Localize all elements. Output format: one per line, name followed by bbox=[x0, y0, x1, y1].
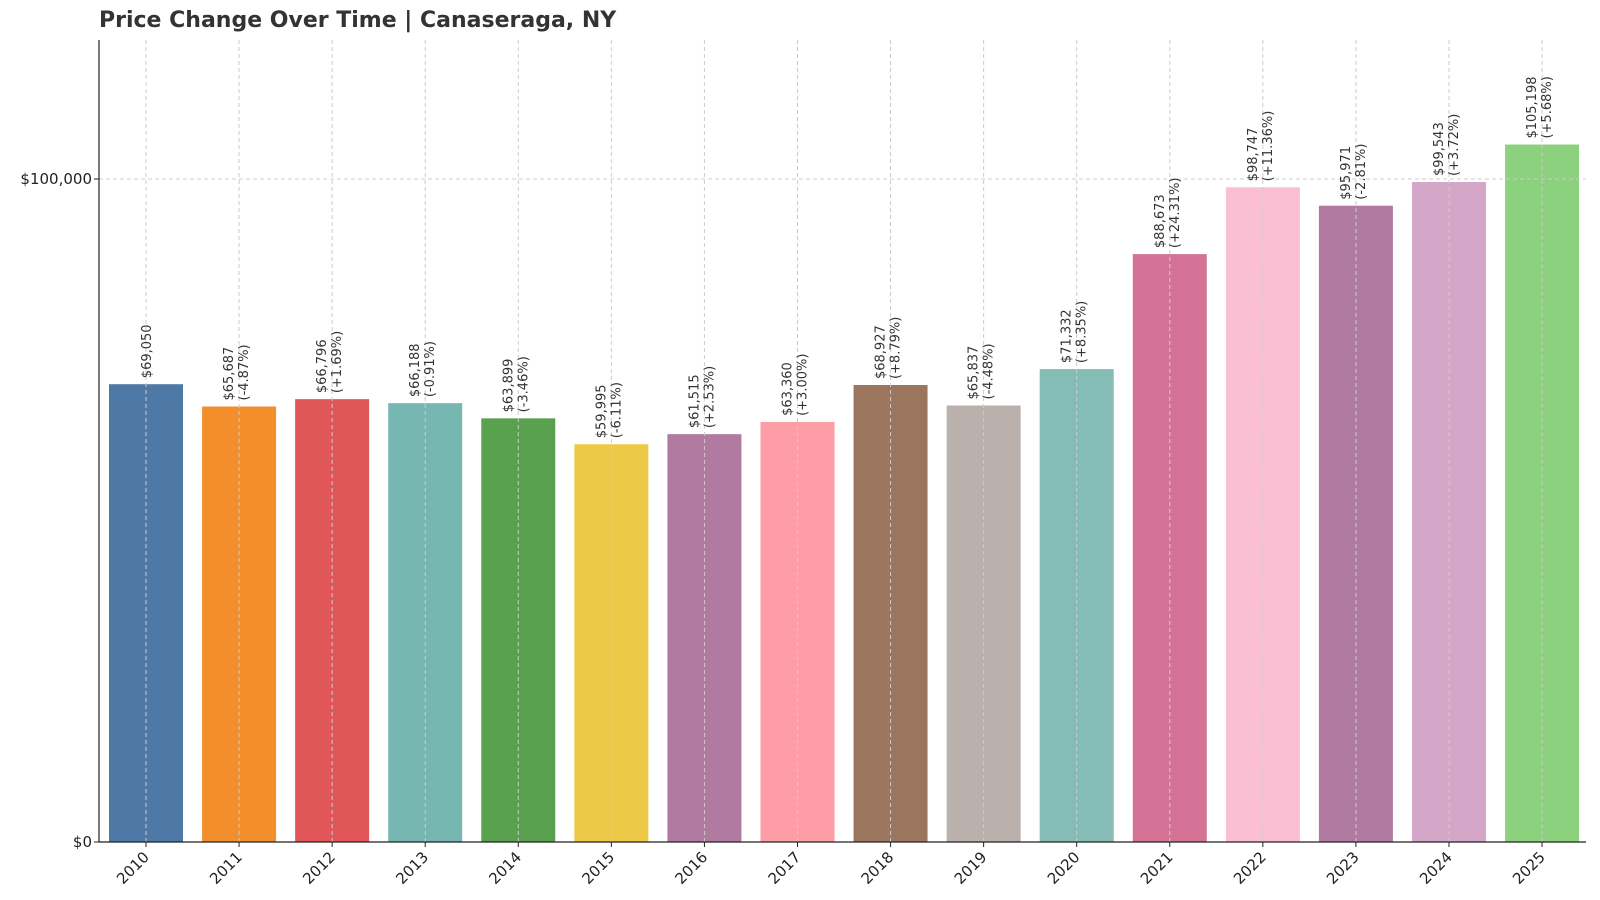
chart-title: Price Change Over Time | Canaseraga, NY bbox=[99, 8, 617, 33]
x-tick-label-2014: 2014 bbox=[485, 848, 525, 888]
x-tick-label-2022: 2022 bbox=[1230, 848, 1270, 888]
change-label-2019: (-4.48%) bbox=[982, 343, 997, 399]
x-tick-label-2016: 2016 bbox=[672, 848, 712, 888]
bar-2025 bbox=[1505, 144, 1580, 843]
x-tick-label-2010: 2010 bbox=[113, 848, 153, 888]
x-tick-label-2013: 2013 bbox=[392, 848, 432, 888]
value-label-2011: $65,687 bbox=[222, 347, 237, 401]
value-label-2015: $59,995 bbox=[594, 384, 609, 438]
value-label-2016: $61,515 bbox=[687, 374, 702, 428]
labels-layer: $69,050 $65,687 (-4.87%) $66,796 (+1.69%) $66… bbox=[140, 76, 1555, 438]
x-tick-label-2020: 2020 bbox=[1044, 848, 1084, 888]
value-label-2010: $69,050 bbox=[140, 324, 155, 378]
change-label-2021: (+24.31%) bbox=[1168, 177, 1183, 248]
value-label-2018: $68,927 bbox=[874, 325, 889, 379]
x-tick-label-2018: 2018 bbox=[858, 848, 898, 888]
x-tick-label-2015: 2015 bbox=[578, 848, 618, 888]
change-label-2013: (-0.91%) bbox=[423, 341, 438, 397]
change-label-2023: (-2.81%) bbox=[1354, 144, 1369, 200]
x-tick-label-2024: 2024 bbox=[1416, 848, 1456, 888]
y-tick-label: $100,000 bbox=[20, 170, 92, 188]
change-label-2016: (+2.53%) bbox=[702, 366, 717, 428]
value-label-2024: $99,543 bbox=[1432, 122, 1447, 176]
bars-layer bbox=[109, 144, 1580, 843]
bar-2010 bbox=[109, 384, 183, 842]
change-label-2018: (+8.79%) bbox=[889, 317, 904, 379]
value-label-2017: $63,360 bbox=[780, 362, 795, 416]
bar-2022 bbox=[1225, 187, 1300, 843]
change-label-2020: (+8.35%) bbox=[1075, 301, 1090, 363]
x-tick-label-2023: 2023 bbox=[1323, 848, 1363, 888]
value-label-2020: $71,332 bbox=[1060, 309, 1075, 363]
x-tick-label-2025: 2025 bbox=[1509, 848, 1549, 888]
grid-layer bbox=[99, 40, 1586, 842]
value-label-2012: $66,796 bbox=[315, 339, 330, 393]
change-label-2025: (+5.68%) bbox=[1540, 76, 1555, 138]
x-tick-label-2012: 2012 bbox=[299, 848, 339, 888]
change-label-2022: (+11.36%) bbox=[1261, 111, 1276, 182]
value-label-2021: $88,673 bbox=[1153, 194, 1168, 248]
value-label-2023: $95,971 bbox=[1339, 146, 1354, 200]
value-label-2013: $66,188 bbox=[408, 343, 423, 397]
x-tick-label-2017: 2017 bbox=[765, 848, 805, 888]
change-label-2017: (+3.00%) bbox=[795, 354, 810, 416]
value-label-2025: $105,198 bbox=[1525, 77, 1540, 139]
bar-2021 bbox=[1132, 254, 1207, 842]
x-tick-label-2011: 2011 bbox=[206, 848, 246, 888]
value-label-2019: $65,837 bbox=[967, 346, 982, 400]
x-tick-label-2021: 2021 bbox=[1137, 848, 1177, 888]
y-tick-label: $0 bbox=[73, 833, 92, 851]
change-label-2014: (-3.46%) bbox=[516, 356, 531, 412]
value-label-2022: $98,747 bbox=[1246, 128, 1261, 182]
change-label-2012: (+1.69%) bbox=[330, 331, 345, 393]
change-label-2024: (+3.72%) bbox=[1447, 114, 1462, 176]
x-tick-label-2019: 2019 bbox=[951, 848, 991, 888]
value-label-2014: $63,899 bbox=[501, 359, 516, 413]
change-label-2011: (-4.87%) bbox=[237, 344, 252, 400]
change-label-2015: (-6.11%) bbox=[609, 382, 624, 438]
